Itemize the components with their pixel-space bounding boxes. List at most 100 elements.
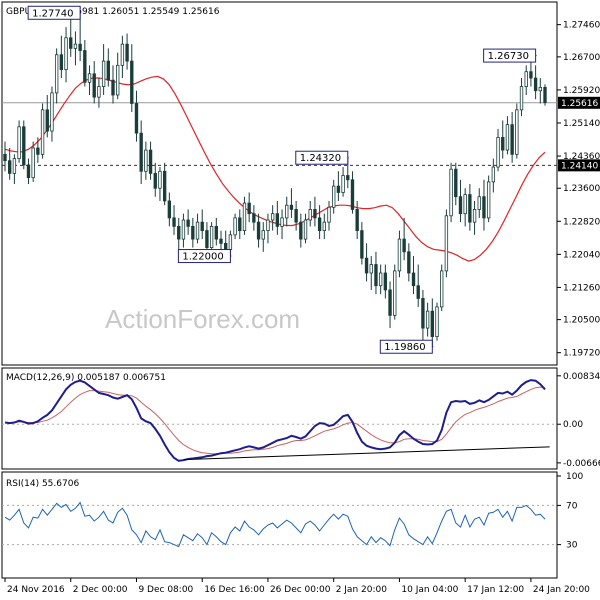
price-axis-label: 1.24360 [563, 152, 600, 162]
candle-body [294, 209, 298, 223]
candle-body [510, 124, 514, 155]
candle-body [538, 86, 542, 92]
candle-body [233, 217, 237, 236]
candle [120, 35, 125, 79]
candle [148, 141, 153, 180]
candle [515, 103, 519, 159]
candle [106, 48, 110, 87]
candle [31, 141, 35, 182]
candle-body [435, 306, 439, 337]
candle-body [360, 230, 364, 259]
candle-body [388, 289, 392, 316]
current-price-tag-bg [558, 96, 600, 109]
candle-body [416, 285, 420, 299]
rsi-axis-label: 100 [566, 472, 583, 482]
candle-body [172, 217, 176, 227]
candle [172, 205, 176, 235]
candle [209, 222, 214, 252]
candle-body [78, 43, 82, 51]
candle-body [402, 238, 406, 253]
candle-body [64, 37, 68, 70]
time-axis-label: 2 Dec 00:00 [73, 585, 128, 595]
candle-body [219, 238, 223, 244]
candle [116, 52, 120, 100]
candle [92, 61, 96, 104]
price-axis-label: 1.26700 [563, 53, 600, 63]
candle-body [116, 64, 120, 96]
time-axis-label: 26 Dec 00:00 [270, 585, 331, 595]
candle [219, 230, 223, 252]
candle [252, 205, 256, 231]
candle [449, 162, 453, 223]
candle-body [496, 136, 500, 168]
candle [543, 84, 547, 106]
candle [336, 171, 341, 201]
candle-body [336, 185, 341, 193]
candle [270, 205, 275, 231]
price-axis-label: 1.23600 [563, 184, 600, 194]
candle-body [425, 310, 430, 329]
watermark: ActionForex.com [105, 304, 300, 334]
candle [383, 264, 388, 299]
candle [416, 264, 420, 307]
candle [256, 213, 261, 248]
candle [3, 141, 7, 172]
candle-body [350, 179, 355, 210]
candle-body [130, 60, 134, 104]
candle-body [486, 181, 491, 219]
key-level-annotation: 1.27740 [27, 5, 82, 20]
candle [317, 205, 322, 240]
time-axis-label: 9 Dec 08:00 [138, 585, 193, 595]
candle-body [148, 149, 153, 174]
candle-body [186, 219, 190, 227]
candle-body [144, 149, 148, 172]
candle [524, 65, 528, 95]
candle [36, 137, 40, 163]
macd-line [4, 379, 546, 462]
rsi-header: RSI(14) 55.6706 [6, 479, 79, 489]
candle [261, 222, 265, 252]
candle-body [261, 230, 265, 240]
candle-body [92, 73, 96, 98]
candle [327, 200, 331, 231]
macd-axis-label: 0.00 [563, 420, 583, 430]
candle-body [238, 217, 242, 232]
candle [111, 65, 115, 104]
candle-body [468, 194, 472, 223]
key-level-annotation: 1.26730 [483, 48, 537, 63]
candle-body [242, 202, 247, 232]
candle-body [383, 272, 388, 291]
key-level-box [379, 339, 433, 354]
candle [78, 12, 82, 62]
candle [332, 179, 336, 214]
candle [491, 158, 496, 193]
candle-body [214, 225, 218, 240]
key-level-box [177, 249, 231, 264]
candle-body [106, 60, 110, 81]
rsi-line [4, 501, 546, 548]
candle [505, 116, 510, 155]
candle-body [346, 175, 350, 181]
candle [299, 213, 303, 248]
candle [533, 65, 538, 100]
key-level-annotation: 1.19860 [379, 339, 434, 354]
candle-body [378, 272, 383, 287]
candle [313, 196, 317, 227]
price-axis-label: 1.19720 [563, 349, 600, 359]
candle-body [224, 242, 228, 251]
candle [200, 209, 204, 240]
candle-body [125, 43, 129, 62]
key-level-box [483, 48, 537, 63]
candle-body [458, 196, 463, 215]
time-axis-label: 24 Nov 2016 [7, 585, 65, 595]
candle [407, 243, 411, 282]
candle [402, 217, 406, 261]
candle-body [444, 215, 449, 272]
candle [364, 243, 369, 282]
price-axis-label: 1.22040 [563, 250, 600, 260]
rsi-axis-label: 70 [566, 501, 578, 511]
candle-body [3, 153, 7, 162]
candle [134, 90, 139, 142]
